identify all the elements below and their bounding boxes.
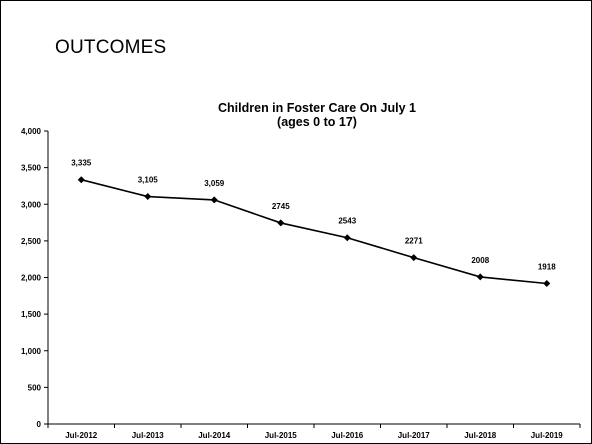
y-tick-label: 2,500	[21, 237, 42, 246]
data-label: 2008	[471, 256, 489, 265]
x-tick-label: Jul-2015	[265, 431, 298, 440]
x-tick-label: Jul-2013	[132, 431, 165, 440]
y-tick-label: 4,000	[21, 127, 42, 136]
x-tick-label: Jul-2019	[531, 431, 564, 440]
x-tick-label: Jul-2014	[198, 431, 231, 440]
data-point-marker	[277, 219, 285, 227]
data-point-marker	[343, 234, 351, 242]
y-tick-label: 2,000	[21, 274, 42, 283]
x-tick-label: Jul-2018	[464, 431, 497, 440]
data-label: 2271	[405, 237, 423, 246]
data-label: 3,335	[71, 159, 92, 168]
data-point-marker	[410, 254, 418, 262]
y-tick-label: 1,500	[21, 310, 42, 319]
x-tick-label: Jul-2016	[331, 431, 364, 440]
data-point-marker	[144, 193, 152, 201]
data-label: 1918	[538, 263, 556, 272]
series-line	[81, 178, 547, 285]
data-label: 3,105	[138, 176, 159, 185]
data-point-marker	[210, 196, 218, 204]
x-tick-label: Jul-2017	[398, 431, 431, 440]
y-tick-label: 3,000	[21, 200, 42, 209]
y-tick-label: 3,500	[21, 164, 42, 173]
y-tick-label: 500	[28, 383, 42, 392]
chart-subtitle: (ages 0 to 17)	[277, 115, 357, 129]
slide-title: OUTCOMES	[55, 37, 167, 58]
x-tick-label: Jul-2012	[65, 431, 98, 440]
data-label: 2745	[272, 202, 290, 211]
data-point-marker	[543, 280, 551, 288]
data-label: 3,059	[204, 179, 225, 188]
data-point-marker	[77, 176, 85, 184]
data-point-marker	[476, 273, 484, 281]
chart-title: Children in Foster Care On July 1	[218, 101, 416, 115]
y-tick-label: 0	[37, 420, 42, 429]
data-label: 2543	[338, 217, 356, 226]
y-tick-label: 1,000	[21, 347, 42, 356]
